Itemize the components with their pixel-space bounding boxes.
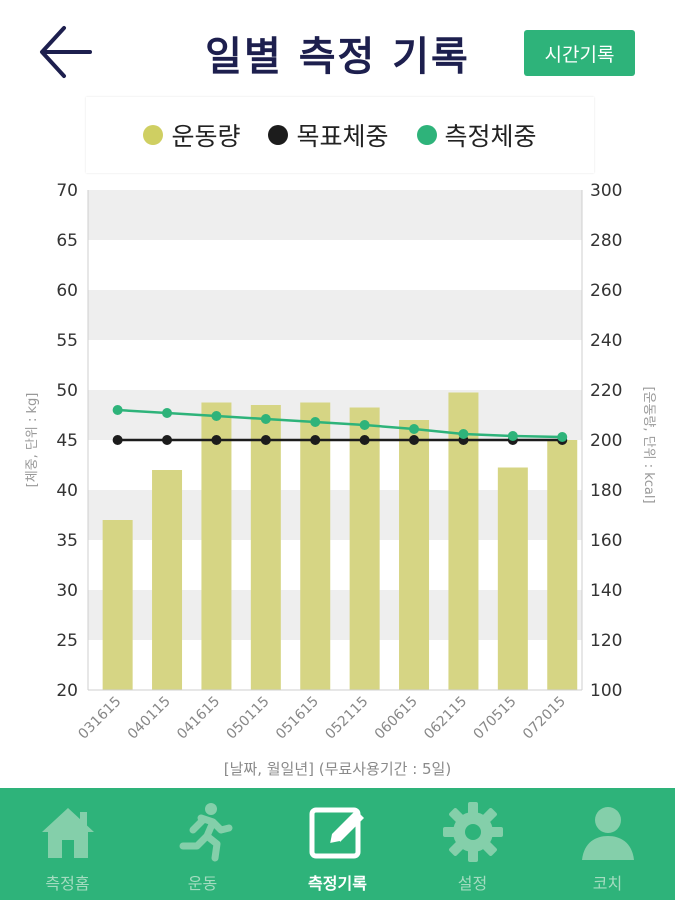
y-right-tick-label: 160 <box>590 531 622 551</box>
header: 일별 측정 기록 시간기록 <box>0 0 675 100</box>
point-measured-7 <box>458 429 469 439</box>
point-target-3 <box>260 435 271 445</box>
x-tick-label: 062115 <box>421 694 470 743</box>
point-target-5 <box>359 435 370 445</box>
y-left-tick-label: 25 <box>56 631 78 651</box>
time-record-button[interactable]: 시간기록 <box>524 30 635 76</box>
point-target-4 <box>310 435 321 445</box>
legend-label-target: 목표체중 <box>296 122 389 151</box>
y-left-tick-label: 40 <box>56 481 78 501</box>
x-tick-label: 031615 <box>75 694 124 743</box>
chart-legend: 운동량 목표체중 측정체중 <box>86 97 594 173</box>
bar-exercise-1 <box>152 470 183 690</box>
bottom-nav: 측정홈 운동 측정기록 <box>0 788 675 900</box>
y-right-tick-label: 200 <box>590 431 622 451</box>
y-right-tick-label: 240 <box>590 331 622 351</box>
legend-item-exercise[interactable]: 운동량 <box>143 117 240 153</box>
point-target-6 <box>409 435 420 445</box>
nav-item-home[interactable]: 측정홈 <box>0 788 135 900</box>
y-left-tick-label: 70 <box>56 181 78 201</box>
weight-chart: 20 25 30 35 40 45 50 55 60 65 70 100 120 140 160 180 200… <box>25 181 656 743</box>
grid-band <box>88 390 582 440</box>
x-axis-caption: [날짜, 월일년] (무료사용기간 : 5일) <box>223 760 452 778</box>
bar-exercise-0 <box>102 520 133 690</box>
y-right-tick-label: 220 <box>590 381 622 401</box>
point-measured-3 <box>260 414 271 424</box>
nav-item-coach[interactable]: 코치 <box>540 788 675 900</box>
x-tick-label: 060615 <box>372 694 421 743</box>
point-measured-5 <box>359 420 370 430</box>
nav-item-record[interactable]: 측정기록 <box>270 788 405 900</box>
point-measured-4 <box>310 417 321 427</box>
point-target-2 <box>211 435 222 445</box>
nav-label-home: 측정홈 <box>45 874 90 893</box>
legend-item-measured[interactable]: 측정체중 <box>416 117 537 153</box>
y-left-tick-label: 60 <box>56 281 78 301</box>
x-tick-label: 040115 <box>125 694 174 743</box>
legend-label-exercise: 운동량 <box>171 122 241 151</box>
point-measured-9 <box>557 432 568 442</box>
y-left-tick-label: 55 <box>56 331 78 351</box>
y-right-tick-label: 180 <box>590 481 622 501</box>
y-left-tick-label: 45 <box>56 431 78 451</box>
bar-exercise-5 <box>349 407 380 690</box>
y-left-tick-label: 65 <box>56 231 78 251</box>
y-right-tick-label: 260 <box>590 281 622 301</box>
y-right-tick-label: 140 <box>590 581 622 601</box>
legend-label-measured: 측정체중 <box>444 122 537 151</box>
edit-record-icon <box>309 807 364 859</box>
home-icon <box>41 808 94 858</box>
x-tick-label: 070515 <box>471 694 520 743</box>
x-tick-label: 050115 <box>224 694 273 743</box>
y-right-tick-label: 280 <box>590 231 622 251</box>
point-measured-8 <box>507 431 518 441</box>
y-right-axis-title: [운동량, 단위 : kcal] <box>641 386 656 503</box>
nav-item-exercise[interactable]: 운동 <box>135 788 270 900</box>
back-button[interactable] <box>30 20 100 84</box>
y-left-tick-label: 20 <box>56 681 78 701</box>
gear-icon <box>442 802 503 862</box>
y-right-tick-label: 300 <box>590 181 622 201</box>
point-measured-1 <box>162 408 173 418</box>
nav-label-settings: 설정 <box>457 874 488 893</box>
nav-label-exercise: 운동 <box>187 874 218 893</box>
bar-exercise-3 <box>250 405 281 690</box>
arrow-left-icon <box>40 26 92 78</box>
point-target-0 <box>112 435 123 445</box>
grid-band <box>88 290 582 340</box>
legend-dot-measured <box>416 125 437 145</box>
nav-label-coach: 코치 <box>592 874 623 893</box>
running-icon <box>179 803 232 862</box>
point-measured-6 <box>409 424 420 434</box>
x-tick-label: 052115 <box>322 694 371 743</box>
legend-dot-target <box>268 125 289 145</box>
legend-dot-exercise <box>143 125 164 145</box>
y-left-tick-label: 35 <box>56 531 78 551</box>
bar-exercise-6 <box>399 420 430 690</box>
x-tick-label: 051615 <box>273 694 322 743</box>
bar-exercise-4 <box>300 402 331 690</box>
legend-item-target[interactable]: 목표체중 <box>268 117 389 153</box>
bar-exercise-9 <box>547 440 578 690</box>
y-left-axis-title: [체중, 단위 : kg] <box>25 393 40 488</box>
y-right-tick-label: 120 <box>590 631 622 651</box>
point-target-1 <box>162 435 173 445</box>
x-tick-label: 041615 <box>174 694 223 743</box>
y-right-tick-label: 100 <box>590 681 622 701</box>
line-measured <box>117 408 563 439</box>
grid-band <box>88 190 582 240</box>
bar-exercise-8 <box>497 467 528 690</box>
x-tick-label: 072015 <box>520 694 569 743</box>
person-icon <box>581 807 634 860</box>
bar-exercise-2 <box>201 402 232 690</box>
y-left-tick-label: 30 <box>56 581 78 601</box>
page-title: 일별 측정 기록 <box>205 34 470 80</box>
point-measured-0 <box>112 405 123 415</box>
nav-label-record: 측정기록 <box>308 874 367 893</box>
nav-item-settings[interactable]: 설정 <box>405 788 540 900</box>
y-left-tick-label: 50 <box>56 381 78 401</box>
point-measured-2 <box>211 411 222 421</box>
